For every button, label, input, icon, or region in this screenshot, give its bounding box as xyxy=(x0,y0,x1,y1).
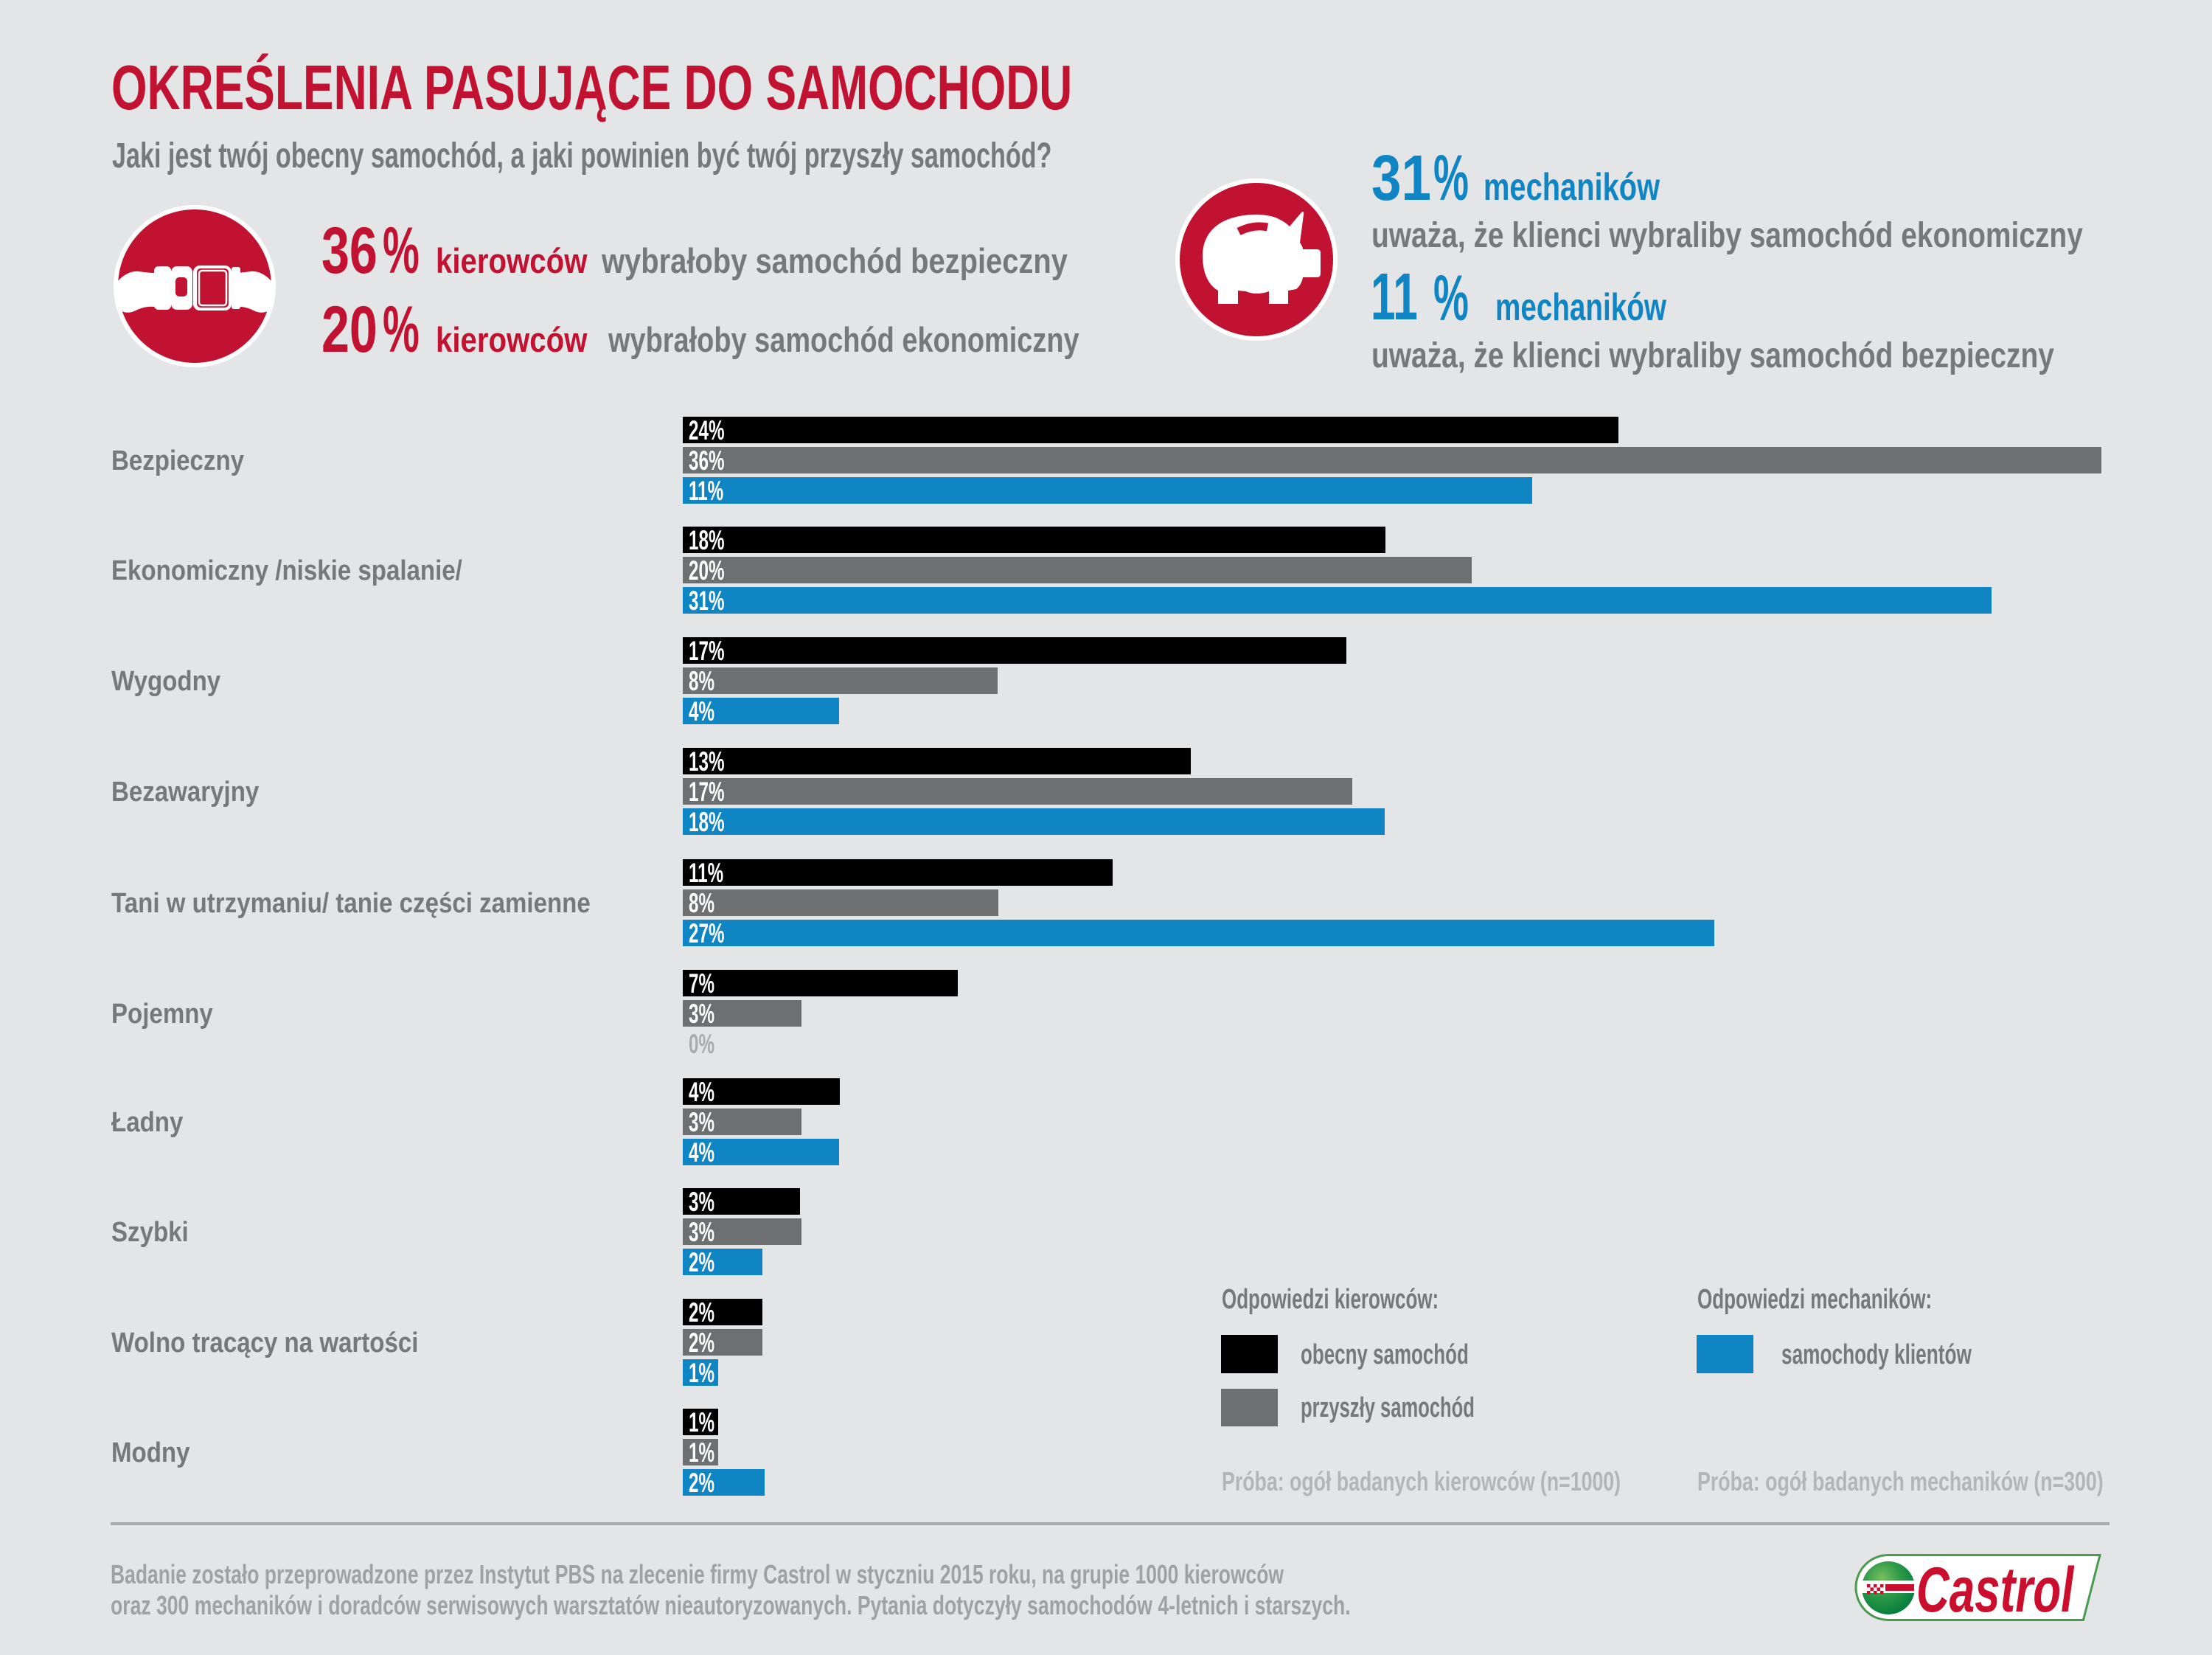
svg-text:Castrol: Castrol xyxy=(1916,1554,2075,1621)
